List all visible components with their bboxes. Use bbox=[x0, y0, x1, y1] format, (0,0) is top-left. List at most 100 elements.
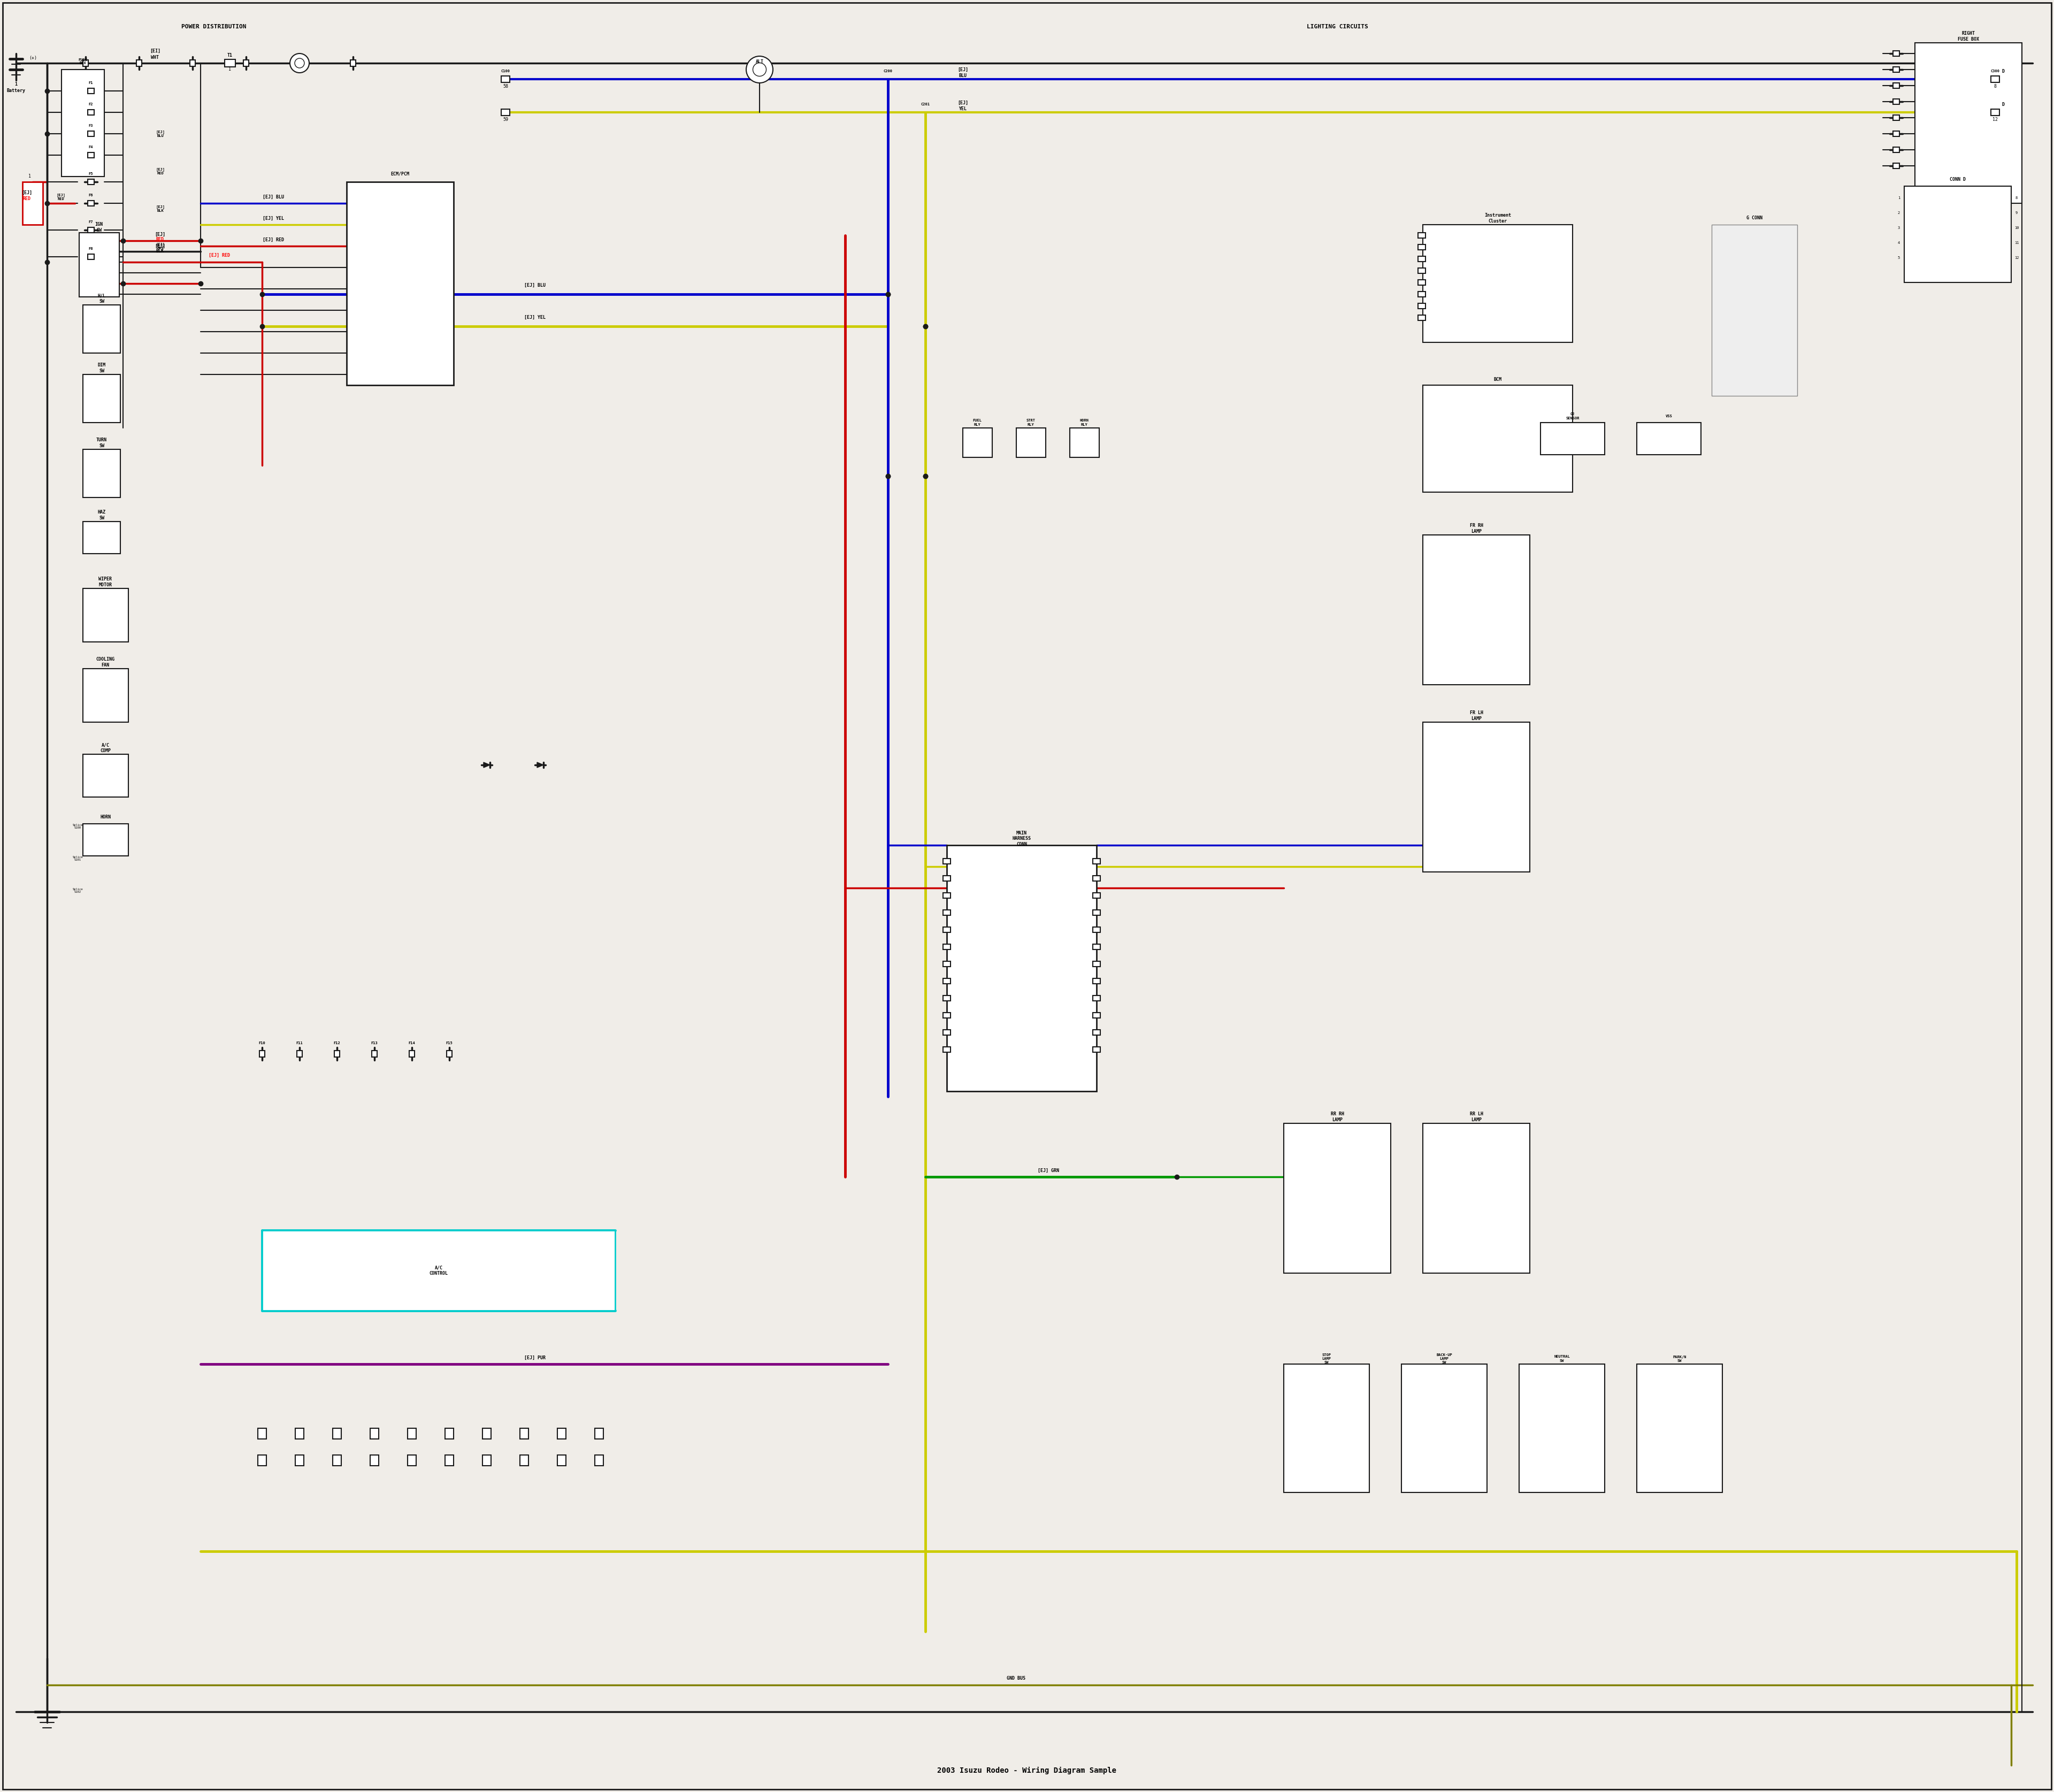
Bar bbox=[1894, 163, 1900, 168]
Bar bbox=[1894, 147, 1900, 152]
Bar bbox=[520, 1428, 528, 1439]
Bar bbox=[1093, 978, 1101, 984]
Bar bbox=[88, 179, 94, 185]
Text: 2003 Isuzu Rodeo - Wiring Diagram Sample: 2003 Isuzu Rodeo - Wiring Diagram Sample bbox=[937, 1767, 1117, 1774]
Text: [EJ] YEL: [EJ] YEL bbox=[263, 215, 283, 220]
Bar bbox=[501, 109, 509, 115]
Text: F15: F15 bbox=[446, 1041, 452, 1045]
Text: FUEL
RLY: FUEL RLY bbox=[974, 419, 982, 426]
Bar bbox=[943, 858, 951, 864]
Bar bbox=[88, 152, 94, 158]
Bar bbox=[943, 961, 951, 966]
Bar bbox=[501, 75, 509, 82]
Text: F11: F11 bbox=[296, 1041, 302, 1045]
Bar bbox=[1540, 423, 1604, 455]
Bar bbox=[136, 59, 142, 66]
Text: [EJ] PUR: [EJ] PUR bbox=[524, 1355, 546, 1360]
Text: YEL: YEL bbox=[959, 108, 967, 111]
Bar bbox=[943, 892, 951, 898]
Text: 3: 3 bbox=[1898, 226, 1900, 229]
Bar bbox=[1423, 385, 1573, 493]
Bar bbox=[1417, 280, 1425, 285]
Bar bbox=[943, 926, 951, 932]
Bar bbox=[259, 1455, 267, 1466]
Text: [EJ]: [EJ] bbox=[957, 100, 967, 106]
Bar bbox=[259, 1428, 267, 1439]
Text: 8: 8 bbox=[2015, 197, 2017, 199]
Text: STRT
RLY: STRT RLY bbox=[1027, 419, 1035, 426]
Bar bbox=[370, 1455, 378, 1466]
Text: 12: 12 bbox=[2015, 256, 2019, 260]
Bar bbox=[1894, 66, 1900, 72]
Bar bbox=[596, 1428, 604, 1439]
Bar bbox=[943, 1012, 951, 1018]
Text: 59: 59 bbox=[503, 118, 507, 122]
Text: [EJ]
RED: [EJ] RED bbox=[55, 194, 66, 201]
Bar bbox=[1093, 910, 1101, 916]
Bar bbox=[1417, 315, 1425, 321]
Text: F5: F5 bbox=[88, 172, 92, 176]
Bar bbox=[409, 1050, 415, 1057]
Bar bbox=[224, 59, 236, 66]
Bar bbox=[1093, 961, 1101, 966]
Text: 1: 1 bbox=[228, 66, 232, 72]
Bar bbox=[23, 181, 43, 224]
Text: CONN D: CONN D bbox=[1949, 177, 1966, 181]
Text: F1: F1 bbox=[88, 81, 92, 84]
Text: BCM: BCM bbox=[1493, 378, 1501, 382]
Text: 2: 2 bbox=[1898, 211, 1900, 215]
Bar bbox=[1423, 1124, 1530, 1272]
Text: FR LH
LAMP: FR LH LAMP bbox=[1469, 711, 1483, 720]
Bar bbox=[82, 824, 127, 857]
Text: [EJ]
BLK: [EJ] BLK bbox=[156, 204, 164, 211]
Bar bbox=[82, 59, 88, 66]
Bar bbox=[335, 1050, 339, 1057]
Text: T1: T1 bbox=[228, 52, 232, 57]
Text: 4: 4 bbox=[1898, 242, 1900, 244]
Text: [EJ]: [EJ] bbox=[154, 244, 164, 249]
Bar bbox=[298, 1050, 302, 1057]
Bar bbox=[82, 668, 127, 722]
Text: 12: 12 bbox=[1992, 118, 1999, 122]
Bar bbox=[963, 428, 992, 457]
Bar bbox=[943, 1030, 951, 1036]
Bar bbox=[88, 254, 94, 260]
Text: ALT: ALT bbox=[756, 59, 764, 65]
Text: [EJ]
GRY: [EJ] GRY bbox=[156, 242, 164, 249]
Text: C200: C200 bbox=[883, 70, 893, 73]
Text: 8: 8 bbox=[1994, 84, 1996, 90]
Bar bbox=[1894, 115, 1900, 120]
Bar bbox=[943, 996, 951, 1002]
Bar bbox=[947, 846, 1097, 1091]
Bar bbox=[1417, 303, 1425, 308]
Text: STOP
LAMP
SW: STOP LAMP SW bbox=[1323, 1353, 1331, 1364]
Text: 58: 58 bbox=[503, 84, 507, 90]
Bar bbox=[88, 88, 94, 93]
Text: BLU: BLU bbox=[959, 73, 967, 79]
Text: [EI]: [EI] bbox=[150, 48, 160, 54]
Circle shape bbox=[754, 63, 766, 77]
Text: [EJ] BLU: [EJ] BLU bbox=[263, 195, 283, 199]
Bar bbox=[1417, 292, 1425, 297]
Text: Battery: Battery bbox=[6, 88, 25, 93]
Bar bbox=[1093, 1030, 1101, 1036]
Text: FR RH
LAMP: FR RH LAMP bbox=[1469, 523, 1483, 534]
Text: [EJ]: [EJ] bbox=[154, 231, 164, 237]
Bar bbox=[1093, 876, 1101, 882]
Text: 5: 5 bbox=[1898, 256, 1900, 260]
Text: H/L
SW: H/L SW bbox=[99, 294, 105, 303]
Text: [EJ]
RED: [EJ] RED bbox=[156, 167, 164, 176]
Bar bbox=[596, 1455, 604, 1466]
Circle shape bbox=[294, 59, 304, 68]
Text: GND BUS: GND BUS bbox=[1006, 1676, 1025, 1681]
Text: HORN
RLY: HORN RLY bbox=[1080, 419, 1089, 426]
Text: 1: 1 bbox=[1898, 197, 1900, 199]
Text: [EJ]
BLU: [EJ] BLU bbox=[156, 131, 164, 138]
Text: 1: 1 bbox=[14, 82, 16, 88]
Bar bbox=[347, 181, 454, 385]
Text: FUSE
BOX: FUSE BOX bbox=[78, 57, 88, 65]
Text: BACK-UP
LAMP
SW: BACK-UP LAMP SW bbox=[1436, 1353, 1452, 1364]
Bar bbox=[1093, 1012, 1101, 1018]
Circle shape bbox=[290, 54, 310, 73]
Text: BLK: BLK bbox=[156, 249, 164, 254]
